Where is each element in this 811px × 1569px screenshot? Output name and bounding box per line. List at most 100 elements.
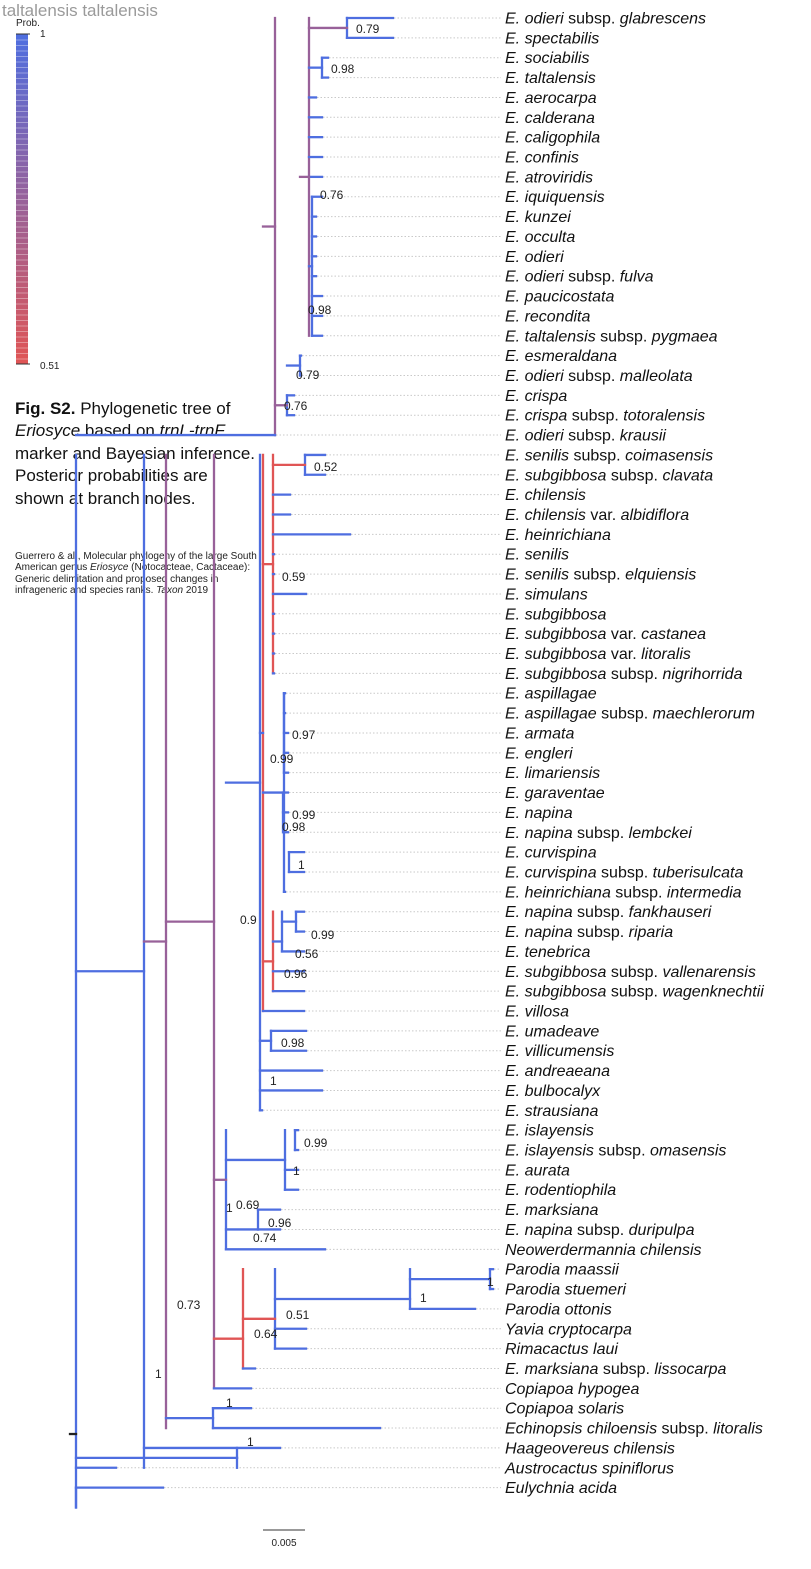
taxon-label: E. calderana	[505, 110, 595, 127]
taxon-name-part: subsp.	[564, 368, 620, 385]
taxon-name-part: litoralis	[713, 1421, 763, 1438]
taxon-label: E. odieri subsp. krausii	[505, 428, 666, 445]
taxon-name-part: subsp.	[657, 1421, 713, 1438]
support-value: 0.51	[286, 1308, 310, 1322]
taxon-label: E. umadeave	[505, 1023, 599, 1040]
taxon-label: E. limariensis	[505, 765, 600, 782]
taxon-label: E. tenebrica	[505, 944, 590, 961]
taxon-name-part: E. aspillagae	[505, 706, 597, 723]
support-value: 0.99	[311, 928, 335, 942]
taxon-label: E. marksiana	[505, 1202, 598, 1219]
taxon-label: E. napina subsp. riparia	[505, 924, 673, 941]
taxon-label: Yavia cryptocarpa	[505, 1321, 632, 1338]
support-value: 0.96	[268, 1216, 292, 1230]
taxon-name-part: E. senilis	[505, 547, 569, 564]
taxon-name-part: subsp.	[606, 984, 662, 1001]
taxon-label: E. curvispina	[505, 845, 597, 862]
taxon-label: Copiapoa hypogea	[505, 1381, 639, 1398]
taxon-name-part: E. subgibbosa	[505, 646, 607, 663]
taxon-name-part: subsp.	[606, 964, 662, 981]
taxon-label: E. rodentiophila	[505, 1182, 616, 1199]
taxon-name-part: E. crispa	[505, 408, 567, 425]
caption-text-1: Phylogenetic tree of	[75, 399, 231, 418]
taxon-label: E. heinrichiana	[505, 527, 611, 544]
taxon-name-part: E. caligophila	[505, 130, 600, 147]
citation-journal: Taxon	[156, 584, 184, 596]
taxon-name-part: tuberisulcata	[653, 864, 744, 881]
taxon-name-part: maechlerorum	[653, 706, 755, 723]
leader-lines	[117, 17, 501, 1489]
support-value: 0.79	[296, 368, 320, 382]
taxon-name-part: E. occulta	[505, 229, 575, 246]
citation-text-2: (Notocacteae, Cactaceae): Generic delimi…	[15, 562, 251, 596]
tip-labels: E. odieri subsp. glabrescens E. spectabil…	[504, 11, 764, 1498]
taxon-name-part: E. napina	[505, 1222, 573, 1239]
support-value: 0.76	[320, 188, 344, 202]
taxon-label: E. simulans	[505, 586, 588, 603]
taxon-name-part: E. tenebrica	[505, 944, 590, 961]
legend-max-label: 1	[40, 29, 46, 40]
support-value: 0.52	[314, 460, 338, 474]
taxon-name-part: E. sociabilis	[505, 50, 589, 67]
taxon-name-part: E. odieri	[505, 368, 564, 385]
taxon-label: Neowerdermannia chilensis	[505, 1242, 702, 1259]
taxon-label: E. subgibbosa subsp. nigrihorrida	[505, 666, 743, 683]
taxon-name-part: E. simulans	[505, 586, 588, 603]
support-value: 0.56	[295, 947, 319, 961]
taxon-name-part: fankhauseri	[629, 904, 712, 921]
taxon-name-part: subsp.	[564, 269, 620, 286]
taxon-label: E. subgibbosa	[505, 606, 607, 623]
taxon-name-part: E. heinrichiana	[505, 527, 611, 544]
taxon-name-part: E. odieri	[505, 249, 564, 266]
support-value: 0.9	[240, 913, 257, 927]
taxon-name-part: E. taltalensis	[505, 70, 596, 87]
taxon-label: E. senilis	[505, 547, 569, 564]
taxon-name-part: E. aurata	[505, 1162, 570, 1179]
taxon-name-part: E. aerocarpa	[505, 90, 597, 107]
taxon-name-part: E. crispa	[505, 388, 567, 405]
taxon-name-part: subsp.	[573, 924, 629, 941]
taxon-name-part: lissocarpa	[654, 1361, 726, 1378]
taxon-name-part: krausii	[620, 428, 667, 445]
taxon-label: E. iquiquensis	[505, 189, 605, 206]
taxon-name-part: E. odieri	[505, 11, 564, 28]
taxon-name-part: E. umadeave	[505, 1023, 599, 1040]
taxon-name-part: lembckei	[629, 825, 693, 842]
taxon-label: E. spectabilis	[505, 30, 599, 47]
taxon-label: Copiapoa solaris	[505, 1401, 624, 1418]
support-value: 0.98	[308, 303, 332, 317]
legend-title: Prob.	[16, 18, 40, 29]
taxon-name-part: E. armata	[505, 725, 574, 742]
support-value: 0.99	[270, 752, 294, 766]
taxon-label: E. subgibbosa var. castanea	[505, 626, 706, 643]
taxon-name-part: E. chilensis	[505, 507, 586, 524]
support-value: 0.64	[254, 1327, 278, 1341]
taxon-label: E. esmeraldana	[505, 348, 617, 365]
taxon-name-part: duripulpa	[629, 1222, 695, 1239]
taxon-name-part: E. odieri	[505, 428, 564, 445]
taxon-label: E. islayensis	[505, 1123, 594, 1140]
taxon-label: E. subgibbosa subsp. clavata	[505, 467, 713, 484]
taxon-name-part: E. rodentiophila	[505, 1182, 616, 1199]
taxon-name-part: E. strausiana	[505, 1103, 598, 1120]
taxon-name-part: E. islayensis	[505, 1143, 594, 1160]
taxon-name-part: pygmaea	[651, 328, 718, 345]
taxon-name-part: E. napina	[505, 924, 573, 941]
support-value: 0.76	[284, 399, 308, 413]
citation-genus: Eriosyce	[90, 562, 129, 574]
taxon-name-part: E. subgibbosa	[505, 984, 607, 1001]
taxon-name-part: coimasensis	[625, 447, 713, 464]
taxon-name-part: E. villicumensis	[505, 1043, 614, 1060]
taxon-name-part: E. subgibbosa	[505, 626, 607, 643]
taxon-name-part: E. bulbocalyx	[505, 1083, 601, 1100]
taxon-name-part: subsp.	[564, 428, 620, 445]
taxon-name-part: Rimacactus laui	[505, 1341, 618, 1358]
taxon-name-part: E. napina	[505, 805, 573, 822]
taxon-label: Haageovereus chilensis	[505, 1440, 675, 1457]
taxon-name-part: E. subgibbosa	[505, 964, 607, 981]
taxon-name-part: Austrocactus spiniflorus	[504, 1460, 674, 1477]
taxon-label: E. subgibbosa subsp. wagenknechtii	[505, 984, 764, 1001]
taxon-name-part: E. odieri	[505, 269, 564, 286]
taxon-name-part: E. andreaeana	[505, 1063, 610, 1080]
